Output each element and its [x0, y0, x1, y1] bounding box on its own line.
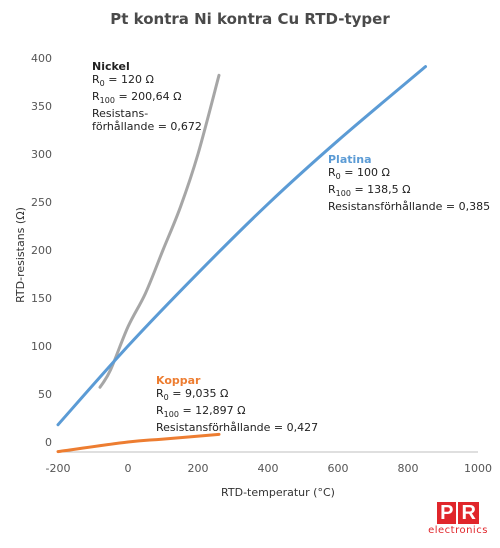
x-tick-label: 600	[328, 462, 349, 475]
nickel-series-name: Nickel	[92, 60, 130, 73]
nickel-annotation: Nickel R0 = 120 Ω R100 = 200,64 Ω Resist…	[92, 60, 202, 133]
x-tick-label: -200	[46, 462, 71, 475]
y-tick-label: 350	[31, 100, 52, 113]
nickel-ratio-line2: förhållande = 0,672	[92, 120, 202, 134]
series-line-platina	[56, 65, 427, 427]
chart-title: Pt kontra Ni kontra Cu RTD-typer	[110, 10, 390, 28]
r-symbol: R	[92, 73, 100, 86]
koppar-ratio: Resistansförhållande = 0,427	[156, 421, 319, 435]
nickel-r0: R0 = 120 Ω	[92, 73, 154, 89]
y-tick-label: 200	[31, 244, 52, 257]
logo-letter-r: R	[458, 502, 479, 524]
logo-letter-p: P	[437, 502, 457, 524]
koppar-r100: R100 = 12,897 Ω	[156, 404, 246, 420]
x-tick-label: 0	[125, 462, 132, 475]
series-line-koppar	[56, 432, 221, 454]
koppar-series-name: Koppar	[156, 374, 201, 387]
platina-r0: R0 = 100 Ω	[328, 166, 390, 182]
nickel-r100: R100 = 200,64 Ω	[92, 90, 182, 106]
logo-mark: P R	[422, 502, 494, 524]
y-tick-label: 100	[31, 340, 52, 353]
pr-electronics-logo: P R electronics	[422, 502, 494, 536]
y-tick-label: 50	[38, 388, 52, 401]
series-line-nickel	[98, 73, 221, 389]
koppar-r0: R0 = 9,035 Ω	[156, 387, 229, 403]
x-tick-label: 400	[258, 462, 279, 475]
y-tick-label: 250	[31, 196, 52, 209]
y-tick-label: 150	[31, 292, 52, 305]
y-tick-label: 400	[31, 52, 52, 65]
koppar-annotation: Koppar R0 = 9,035 Ω R100 = 12,897 Ω Resi…	[156, 374, 318, 434]
x-tick-label: 1000	[464, 462, 492, 475]
platina-ratio: Resistansförhållande = 0,385	[328, 200, 491, 214]
y-axis-label: RTD-resistans (Ω)	[14, 207, 27, 303]
y-tick-label: 300	[31, 148, 52, 161]
logo-text: electronics	[428, 525, 488, 536]
r-symbol: R	[92, 90, 100, 104]
x-tick-label: 200	[188, 462, 209, 475]
platina-annotation: Platina R0 = 100 Ω R100 = 138,5 Ω Resist…	[328, 153, 490, 213]
platina-series-name: Platina	[328, 153, 372, 166]
x-tick-label: 800	[398, 462, 419, 475]
platina-r100: R100 = 138,5 Ω	[328, 183, 411, 199]
y-tick-label: 0	[45, 436, 52, 449]
x-axis-label: RTD-temperatur (°C)	[221, 486, 335, 499]
nickel-ratio-line1: Resistans-	[92, 107, 149, 121]
